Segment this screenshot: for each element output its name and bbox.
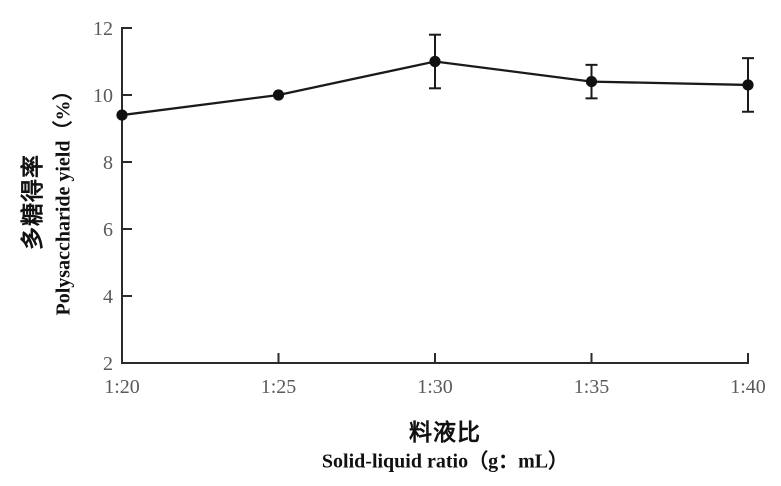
- x-tick-label: 1:20: [104, 376, 140, 398]
- data-point: [742, 79, 754, 91]
- axes-frame: [121, 27, 749, 364]
- y-tick-label: 4: [103, 286, 113, 308]
- x-tick-label: 1:25: [261, 376, 297, 398]
- x-tick-label: 1:30: [417, 376, 453, 398]
- data-point: [429, 55, 441, 68]
- data-point: [272, 89, 285, 101]
- x-tick-label: 1:40: [730, 376, 766, 398]
- data-point: [585, 76, 598, 88]
- y-tick-label: 8: [103, 152, 113, 174]
- y-tick-label: 12: [93, 18, 113, 40]
- data-point: [116, 109, 128, 121]
- x-axis-title-english: Solid-liquid ratio（g：mL）: [321, 450, 569, 473]
- x-axis-title-chinese: 料液比: [409, 420, 481, 445]
- y-axis-title-english: Polysaccharide yield（%）: [52, 80, 75, 316]
- x-tick-label: 1:35: [574, 376, 610, 398]
- y-tick-label: 10: [93, 85, 113, 107]
- y-tick-label: 2: [103, 353, 113, 375]
- y-axis-title-chinese: 多糖得率: [20, 154, 45, 250]
- y-tick-label: 6: [103, 219, 113, 241]
